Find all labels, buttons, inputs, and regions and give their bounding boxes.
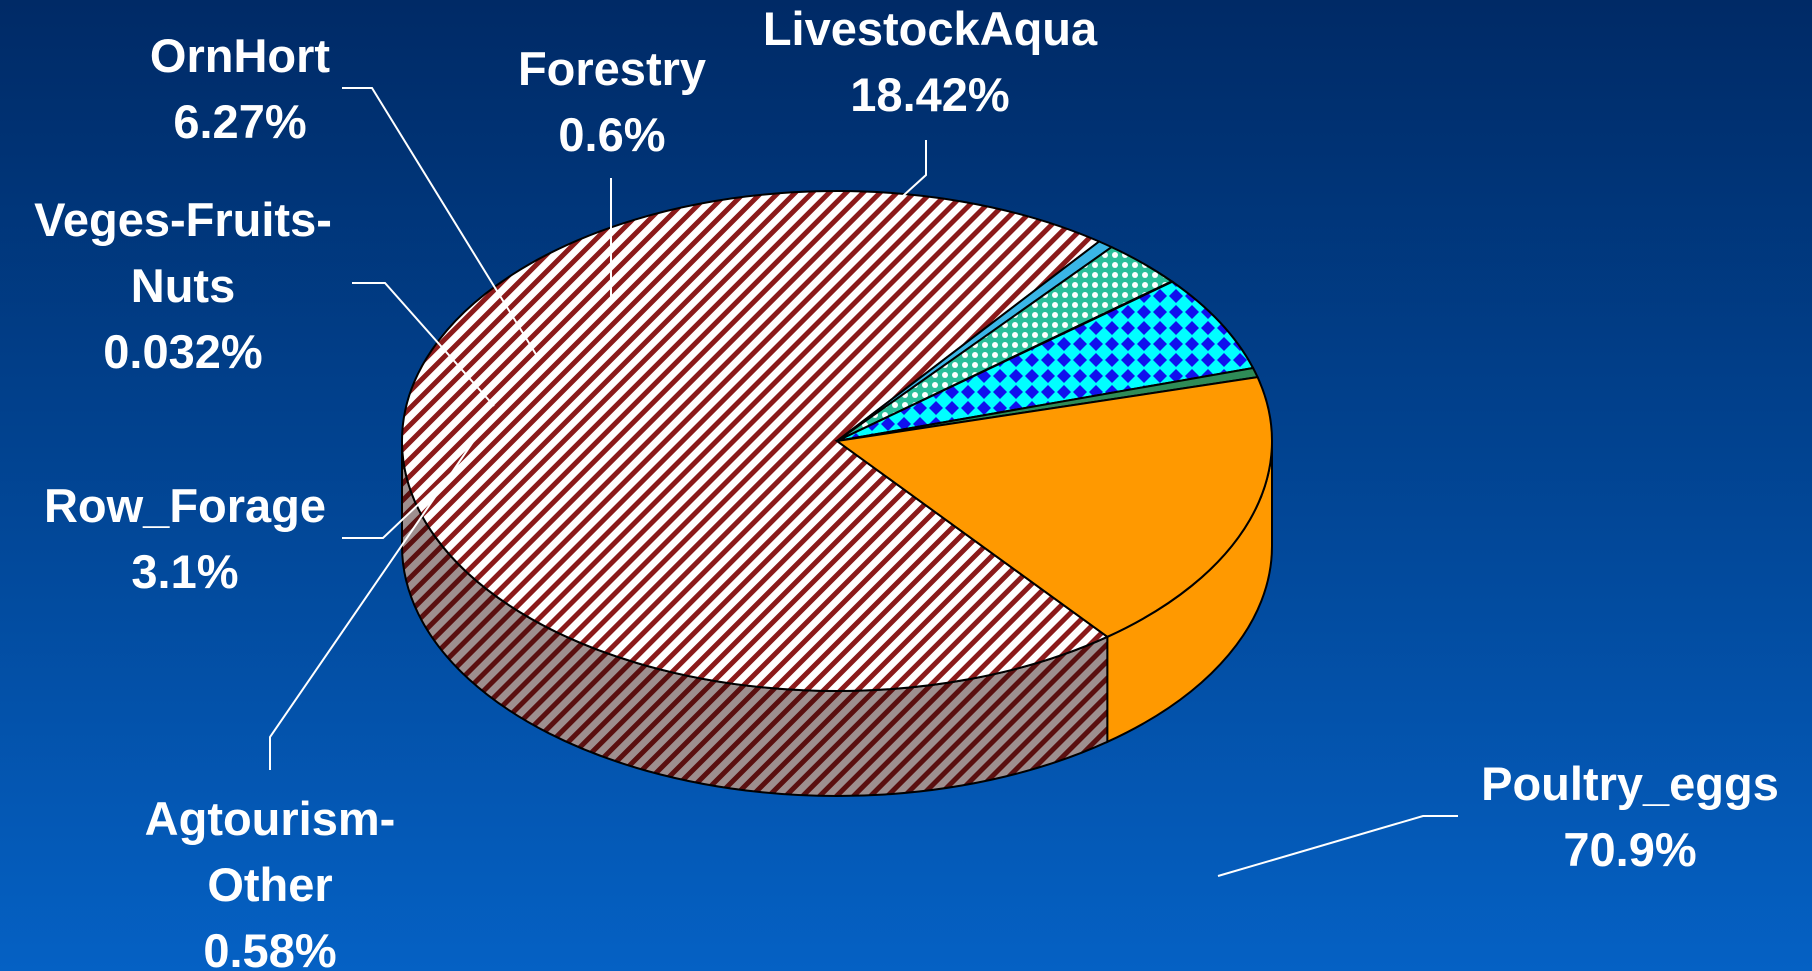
slice-poultry-eggs — [401, 190, 1110, 692]
leader-poultry-eggs — [1217, 815, 1458, 877]
value-veges-fruits-nuts: 0.032% — [103, 325, 262, 378]
value-poultry-eggs: 70.9% — [1563, 823, 1696, 876]
value-ornhort: 6.27% — [173, 95, 306, 148]
value-forestry: 0.6% — [558, 108, 665, 161]
leader-veges-fruits-nuts — [352, 282, 495, 407]
leader-livestockaqua — [871, 140, 927, 225]
value-livestockaqua: 18.42% — [850, 68, 1009, 121]
label-agtourism-other-line2: Other — [207, 858, 332, 911]
slice-ornhort — [836, 280, 1255, 442]
leader-row-forage — [342, 442, 484, 539]
label-poultry-eggs: Poultry_eggs — [1481, 757, 1779, 810]
label-ornhort: OrnHort — [150, 29, 331, 82]
leader-lines — [269, 87, 1458, 877]
label-forestry: Forestry — [518, 42, 706, 95]
pie-top-layer — [401, 190, 1273, 692]
leader-ornhort — [342, 87, 538, 357]
value-agtourism-other: 0.58% — [203, 924, 336, 971]
label-livestockaqua: LivestockAqua — [763, 2, 1098, 55]
value-row-forage: 3.1% — [131, 545, 238, 598]
leader-agtourism-other — [269, 435, 478, 770]
label-veges-fruits-nuts: Veges-Fruits- — [34, 193, 332, 246]
label-veges-fruits-nuts-line2: Nuts — [131, 259, 235, 312]
label-row-forage: Row_Forage — [44, 479, 326, 532]
label-agtourism-other: Agtourism- — [145, 792, 396, 845]
slice-livestockaqua — [834, 375, 1273, 638]
slice-labels: Poultry_eggs 70.9% Agtourism- Other 0.58% Row… — [34, 2, 1779, 971]
